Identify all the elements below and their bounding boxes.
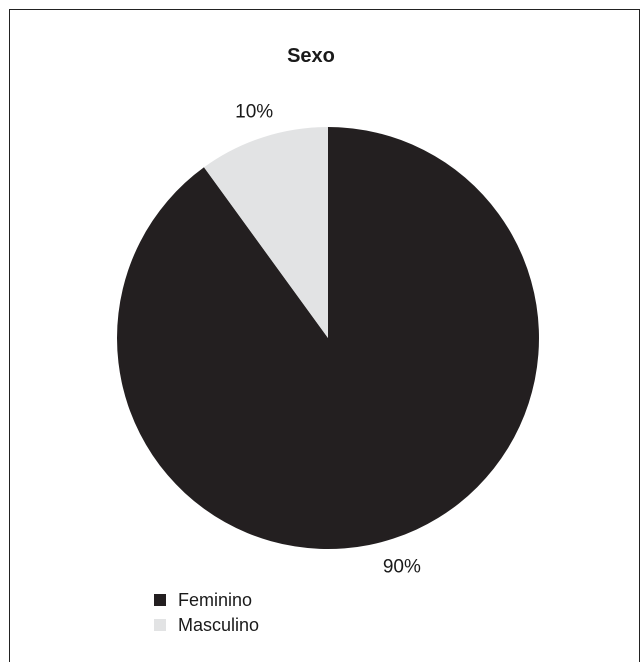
legend-label-feminino: Feminino <box>178 590 252 610</box>
slice-label-feminino: 90% <box>383 556 421 577</box>
slice-label-masculino: 10% <box>235 102 273 123</box>
legend-swatch-masculino <box>154 619 166 631</box>
pie-slices <box>117 127 539 549</box>
legend: Feminino Masculino <box>154 590 259 635</box>
legend-label-masculino: Masculino <box>178 615 259 635</box>
legend-swatch-feminino <box>154 594 166 606</box>
chart-title: Sexo <box>287 45 335 67</box>
